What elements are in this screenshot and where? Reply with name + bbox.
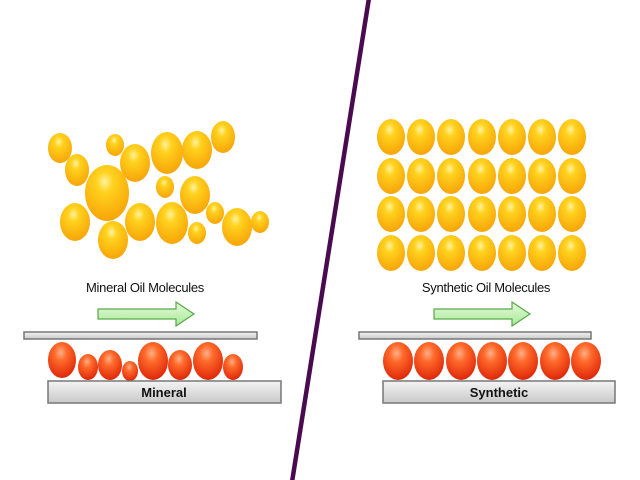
oil-molecule bbox=[377, 158, 405, 194]
friction-molecule bbox=[508, 342, 538, 380]
oil-molecule bbox=[558, 119, 586, 155]
oil-molecule bbox=[528, 158, 556, 194]
mineral-bottom-plate bbox=[47, 380, 282, 404]
oil-molecule bbox=[180, 176, 210, 214]
oil-molecule bbox=[251, 211, 269, 233]
friction-molecule bbox=[168, 350, 192, 380]
oil-molecule bbox=[528, 119, 556, 155]
friction-molecule bbox=[193, 342, 223, 380]
synthetic-title: Synthetic Oil Molecules bbox=[422, 280, 551, 295]
friction-molecule bbox=[138, 342, 168, 380]
friction-molecule bbox=[540, 342, 570, 380]
mineral-title: Mineral Oil Molecules bbox=[86, 280, 205, 295]
oil-molecule bbox=[377, 119, 405, 155]
friction-molecule bbox=[48, 342, 76, 378]
oil-molecule bbox=[498, 196, 526, 232]
synthetic-molecules-grid bbox=[377, 119, 586, 271]
mineral-top-plate bbox=[23, 331, 258, 340]
oil-molecule bbox=[528, 196, 556, 232]
oil-molecule bbox=[125, 203, 155, 241]
friction-molecule bbox=[98, 350, 122, 380]
oil-molecule bbox=[468, 158, 496, 194]
synthetic-plate-label: Synthetic bbox=[470, 385, 529, 400]
synthetic-top-plate bbox=[358, 331, 592, 340]
oil-molecule bbox=[558, 235, 586, 271]
oil-molecule bbox=[468, 196, 496, 232]
oil-molecule bbox=[407, 119, 435, 155]
friction-molecule bbox=[446, 342, 476, 380]
friction-molecule bbox=[571, 342, 601, 380]
oil-molecule bbox=[377, 196, 405, 232]
oil-molecule bbox=[407, 196, 435, 232]
oil-molecule bbox=[60, 203, 90, 241]
friction-molecule bbox=[414, 342, 444, 380]
synthetic-flow-arrow bbox=[433, 300, 532, 328]
oil-molecule bbox=[106, 134, 124, 156]
mineral-friction-molecules bbox=[48, 342, 243, 381]
oil-molecule bbox=[211, 121, 235, 153]
oil-molecule bbox=[65, 154, 89, 186]
oil-molecule bbox=[48, 133, 72, 163]
friction-molecule bbox=[78, 354, 98, 380]
oil-molecule bbox=[151, 132, 183, 174]
synthetic-friction-molecules bbox=[383, 342, 601, 380]
oil-molecule bbox=[437, 235, 465, 271]
friction-molecule bbox=[383, 342, 413, 380]
friction-molecule bbox=[477, 342, 507, 380]
oil-molecule bbox=[468, 119, 496, 155]
mineral-molecules-cluster bbox=[48, 121, 269, 259]
oil-molecule bbox=[407, 235, 435, 271]
oil-molecule bbox=[498, 235, 526, 271]
oil-molecule bbox=[156, 202, 188, 244]
oil-molecule bbox=[98, 221, 128, 259]
oil-molecule bbox=[120, 144, 150, 182]
oil-molecule bbox=[222, 208, 252, 246]
divider-line bbox=[290, 0, 371, 480]
oil-molecule bbox=[498, 119, 526, 155]
friction-molecule bbox=[223, 354, 243, 380]
oil-molecule bbox=[528, 235, 556, 271]
oil-molecule bbox=[437, 119, 465, 155]
oil-molecule bbox=[377, 235, 405, 271]
oil-molecule bbox=[558, 158, 586, 194]
friction-molecule bbox=[122, 361, 138, 381]
mineral-flow-arrow bbox=[97, 300, 196, 328]
oil-molecule bbox=[85, 165, 129, 221]
synthetic-bottom-plate bbox=[382, 380, 616, 404]
oil-molecule bbox=[468, 235, 496, 271]
oil-molecule bbox=[437, 158, 465, 194]
oil-molecule bbox=[156, 176, 174, 198]
oil-molecule bbox=[182, 131, 212, 169]
oil-molecule bbox=[498, 158, 526, 194]
oil-molecule bbox=[206, 202, 224, 224]
mineral-plate-label: Mineral bbox=[141, 385, 187, 400]
oil-molecule bbox=[558, 196, 586, 232]
oil-molecule bbox=[407, 158, 435, 194]
oil-molecule bbox=[188, 222, 206, 244]
oil-molecule bbox=[437, 196, 465, 232]
